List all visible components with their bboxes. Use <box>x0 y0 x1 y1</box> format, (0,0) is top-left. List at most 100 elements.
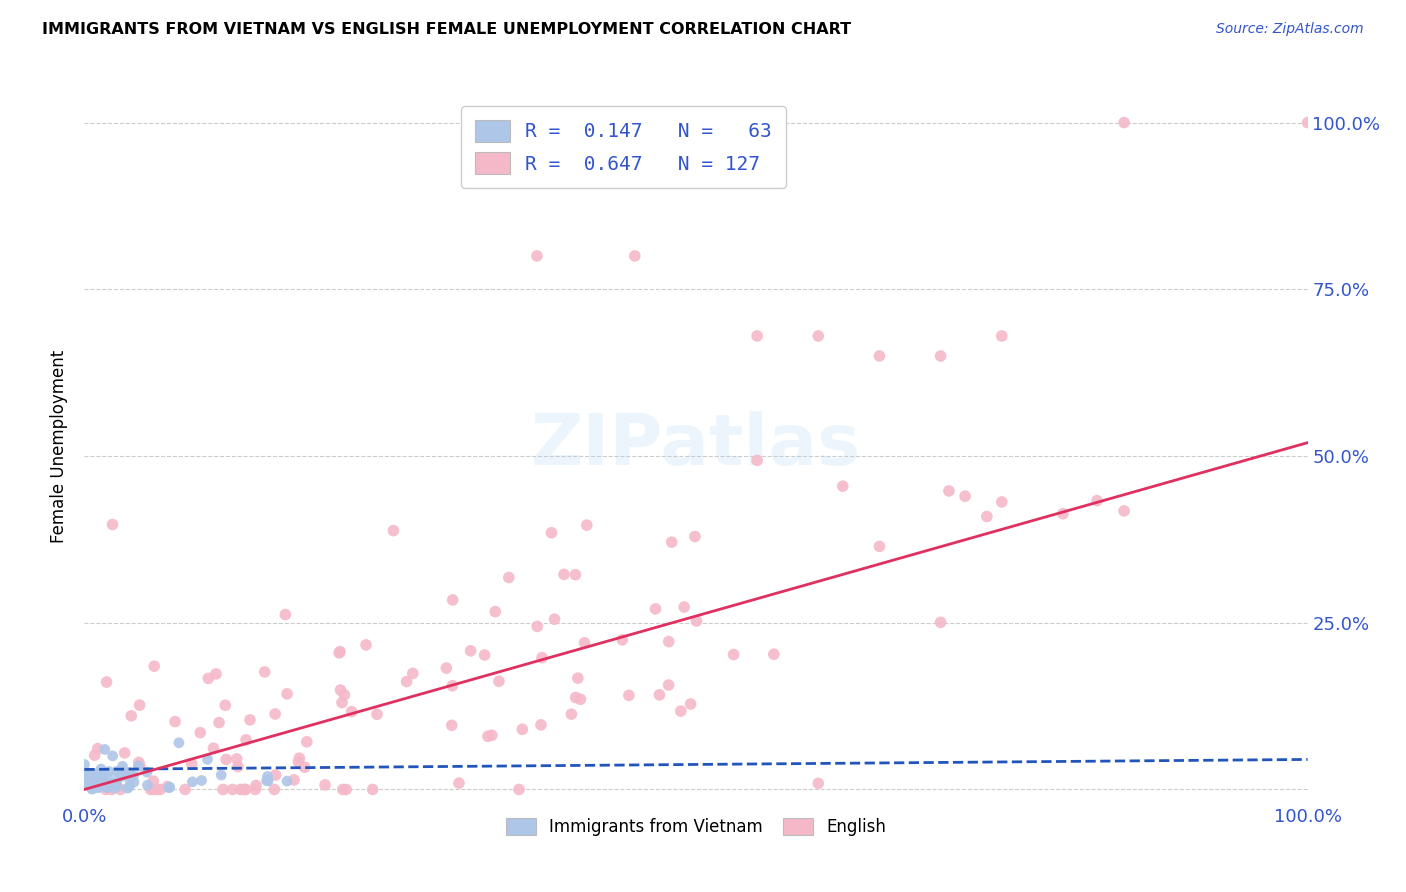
Point <box>332 782 354 797</box>
Point <box>82 777 104 791</box>
Point <box>127 759 149 773</box>
Point <box>197 672 219 686</box>
Point <box>831 479 853 493</box>
Point <box>287 755 309 769</box>
Point <box>382 524 405 538</box>
Point <box>111 759 134 773</box>
Point <box>648 688 671 702</box>
Point <box>149 782 172 797</box>
Point <box>105 764 128 779</box>
Point <box>96 780 118 794</box>
Point <box>110 782 132 797</box>
Point <box>118 772 141 787</box>
Point <box>101 748 124 763</box>
Point <box>93 773 115 788</box>
Point <box>239 713 262 727</box>
Point <box>157 780 180 795</box>
Point <box>80 781 103 796</box>
Point <box>807 329 830 343</box>
Point <box>87 778 110 792</box>
Point <box>540 525 562 540</box>
Point <box>484 605 506 619</box>
Point <box>96 675 118 690</box>
Point <box>510 723 533 737</box>
Point <box>1085 493 1108 508</box>
Point <box>361 782 384 797</box>
Point <box>90 762 112 776</box>
Point <box>208 715 231 730</box>
Point <box>190 773 212 788</box>
Point <box>617 689 640 703</box>
Point <box>142 782 165 797</box>
Point <box>762 647 785 661</box>
Point <box>574 636 596 650</box>
Point <box>118 765 141 780</box>
Point <box>440 718 463 732</box>
Point <box>122 775 145 789</box>
Point <box>146 782 169 797</box>
Point <box>167 736 190 750</box>
Point <box>87 780 110 795</box>
Point <box>139 782 162 797</box>
Point <box>122 769 145 783</box>
Point <box>97 771 120 785</box>
Point <box>526 249 548 263</box>
Point <box>953 489 976 503</box>
Point <box>530 718 553 732</box>
Point <box>264 706 287 721</box>
Point <box>723 648 745 662</box>
Point <box>128 698 150 712</box>
Point <box>114 767 136 781</box>
Point <box>73 777 96 791</box>
Point <box>329 644 352 658</box>
Point <box>73 772 96 787</box>
Point <box>991 329 1014 343</box>
Point <box>869 349 891 363</box>
Point <box>89 780 111 794</box>
Point <box>214 698 236 713</box>
Point <box>215 752 238 766</box>
Point <box>441 593 464 607</box>
Point <box>86 778 108 792</box>
Point <box>84 778 107 792</box>
Point <box>543 612 565 626</box>
Point <box>747 329 769 343</box>
Point <box>105 779 128 793</box>
Point <box>669 704 692 718</box>
Point <box>328 646 350 660</box>
Point <box>82 766 104 780</box>
Point <box>288 751 311 765</box>
Point <box>128 756 150 770</box>
Point <box>1114 504 1136 518</box>
Point <box>79 779 101 793</box>
Point <box>685 614 707 628</box>
Point <box>553 567 575 582</box>
Point <box>564 567 586 582</box>
Point <box>80 768 103 782</box>
Point <box>498 570 520 584</box>
Point <box>111 769 134 783</box>
Point <box>136 778 159 792</box>
Point <box>73 770 96 784</box>
Point <box>929 349 952 363</box>
Point <box>263 782 285 797</box>
Point <box>929 615 952 630</box>
Point <box>330 696 353 710</box>
Point <box>530 650 553 665</box>
Point <box>1052 507 1074 521</box>
Point <box>143 659 166 673</box>
Point <box>83 781 105 796</box>
Point <box>508 782 530 797</box>
Point <box>73 766 96 780</box>
Point <box>83 748 105 763</box>
Text: IMMIGRANTS FROM VIETNAM VS ENGLISH FEMALE UNEMPLOYMENT CORRELATION CHART: IMMIGRANTS FROM VIETNAM VS ENGLISH FEMAL… <box>42 22 851 37</box>
Point <box>76 777 98 791</box>
Point <box>673 600 696 615</box>
Point <box>354 638 377 652</box>
Point <box>295 735 318 749</box>
Point <box>86 767 108 781</box>
Point <box>314 778 336 792</box>
Point <box>97 764 120 779</box>
Point <box>294 760 316 774</box>
Point <box>256 769 278 783</box>
